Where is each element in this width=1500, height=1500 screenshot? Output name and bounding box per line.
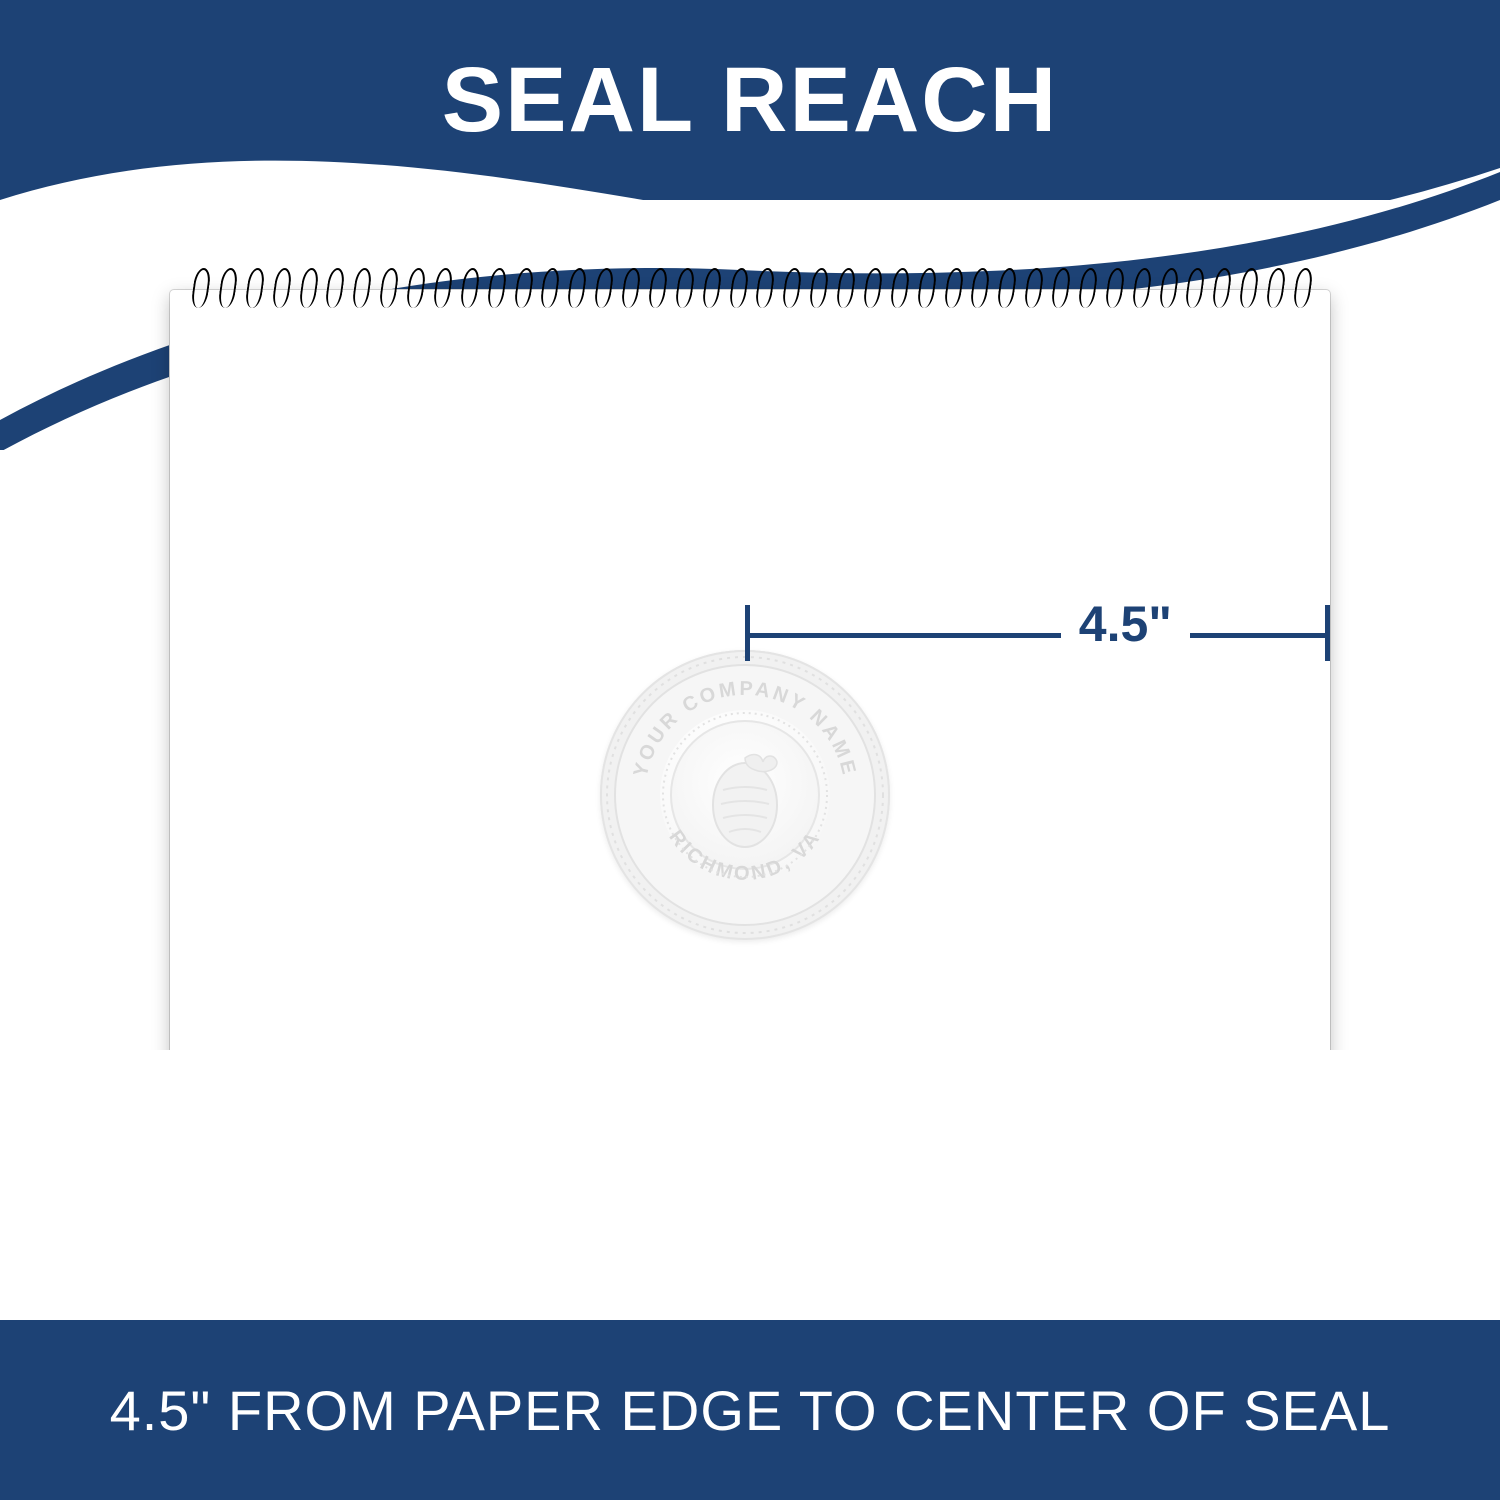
svg-text:YOUR COMPANY NAME: YOUR COMPANY NAME <box>630 678 861 779</box>
seal-arc-text: YOUR COMPANY NAME RICHMOND, VA <box>600 650 890 940</box>
measurement: 4.5" <box>745 605 1330 665</box>
embossed-seal: YOUR COMPANY NAME RICHMOND, VA <box>600 650 890 940</box>
page-title: SEAL REACH <box>442 48 1058 153</box>
notepad: YOUR COMPANY NAME RICHMOND, VA 4.5" <box>170 290 1330 1190</box>
measure-line <box>745 633 1330 638</box>
spiral-binding <box>190 268 1310 312</box>
footer-caption: 4.5" FROM PAPER EDGE TO CENTER OF SEAL <box>110 1378 1391 1443</box>
footer-band: 4.5" FROM PAPER EDGE TO CENTER OF SEAL <box>0 1320 1500 1500</box>
measure-tick-right <box>1325 605 1330 661</box>
measure-value: 4.5" <box>1061 595 1190 653</box>
seal-top-text: YOUR COMPANY NAME <box>630 678 861 779</box>
header-band: SEAL REACH <box>0 0 1500 200</box>
